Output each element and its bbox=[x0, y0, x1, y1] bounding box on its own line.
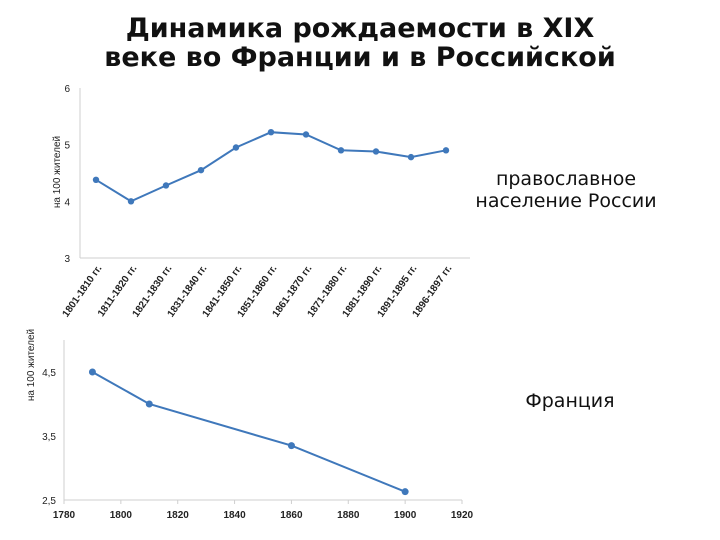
france-chart: на 100 жителей 2,5 3,5 4,5 1780 1800 1820 184… bbox=[26, 329, 474, 521]
russia-data-point bbox=[302, 131, 310, 138]
france-x-tick-label: 1800 bbox=[110, 510, 133, 521]
france-series-label: Франция bbox=[500, 390, 640, 412]
france-data-point bbox=[287, 442, 295, 450]
russia-y-axis-label: на 100 жителей bbox=[52, 136, 63, 208]
russia-series-line bbox=[95, 131, 447, 203]
france-x-tick-label: 1900 bbox=[394, 510, 417, 521]
russia-data-point bbox=[92, 176, 100, 183]
russia-data-point bbox=[372, 148, 380, 155]
russia-y-tick-label: 3 bbox=[64, 254, 70, 265]
france-series-label-text: Франция bbox=[525, 390, 615, 412]
russia-y-tick-label: 5 bbox=[64, 141, 70, 152]
france-y-axis-label: на 100 жителей bbox=[26, 329, 37, 401]
france-x-tick-label: 1820 bbox=[167, 510, 190, 521]
russia-data-point bbox=[442, 147, 450, 154]
france-x-ticks: 1780 1800 1820 1840 1860 1880 1900 1920 bbox=[53, 500, 474, 521]
russia-data-point bbox=[337, 147, 345, 154]
russia-y-tick-label: 6 bbox=[64, 84, 70, 95]
russia-series-points bbox=[92, 129, 450, 205]
france-series-points bbox=[88, 368, 409, 496]
france-y-tick-label: 2,5 bbox=[42, 496, 56, 507]
russia-data-point bbox=[197, 166, 205, 174]
france-x-tick-label: 1880 bbox=[337, 510, 360, 521]
france-y-tick-label: 4,5 bbox=[42, 368, 56, 379]
russia-data-point bbox=[407, 153, 415, 161]
russia-y-tick-label: 4 bbox=[64, 197, 70, 208]
russia-y-ticks: 3 4 5 6 bbox=[64, 84, 70, 265]
russia-series-label-text: православное население России bbox=[475, 168, 657, 212]
chart-title: Динамика рождаемости в XIX веке во Франц… bbox=[0, 14, 720, 72]
title-line-2: веке во Франции и в Российской bbox=[104, 42, 616, 73]
france-data-point bbox=[88, 368, 96, 376]
title-line-1: Динамика рождаемости в XIX bbox=[125, 13, 595, 44]
france-x-tick-label: 1840 bbox=[223, 510, 246, 521]
russia-series-label: православное население России bbox=[448, 168, 684, 212]
russia-data-point bbox=[232, 144, 240, 151]
france-x-tick-label: 1860 bbox=[280, 510, 303, 521]
france-data-point bbox=[401, 488, 409, 496]
russia-x-ticks: 1801-1810 гг.1811-1820 гг.1821-1830 гг.1… bbox=[61, 263, 455, 319]
france-data-point bbox=[145, 400, 153, 408]
russia-chart: на 100 жителей 3 4 5 6 1801-1810 гг.1811-18… bbox=[52, 84, 470, 319]
france-x-tick-label: 1780 bbox=[53, 510, 76, 521]
russia-data-point bbox=[267, 129, 275, 136]
france-y-tick-label: 3,5 bbox=[42, 432, 56, 443]
russia-data-point bbox=[127, 198, 135, 205]
france-series-line bbox=[91, 371, 406, 493]
russia-data-point bbox=[162, 182, 170, 189]
france-y-ticks: 2,5 3,5 4,5 bbox=[42, 368, 56, 507]
france-x-tick-label: 1920 bbox=[451, 510, 474, 521]
